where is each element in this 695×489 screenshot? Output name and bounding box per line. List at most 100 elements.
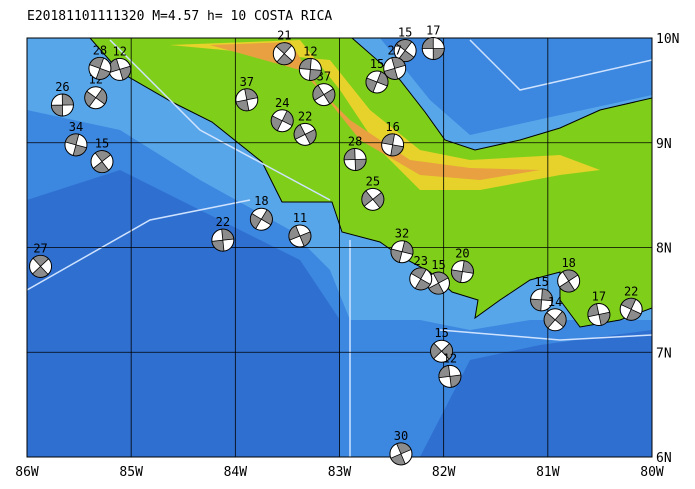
beachball	[343, 148, 367, 172]
beachball	[426, 271, 450, 295]
beachball	[29, 254, 53, 278]
beachball-quadrant	[587, 303, 611, 326]
beachball	[211, 228, 235, 252]
beachball-quadrant	[421, 37, 445, 60]
beachball-quadrant	[543, 310, 567, 329]
beachball	[393, 39, 417, 63]
beachball	[312, 83, 336, 107]
beachball	[587, 303, 611, 327]
depth-label: 24	[275, 96, 289, 110]
beachball-quadrant	[383, 56, 406, 80]
depth-label: 18	[254, 194, 268, 208]
beachball-quadrant	[288, 225, 312, 247]
depth-label: 18	[561, 256, 575, 270]
beachball-quadrant	[275, 42, 294, 66]
beachball-quadrant	[293, 124, 317, 145]
beachball-quadrant	[428, 271, 449, 295]
land	[89, 38, 652, 328]
beachball-quadrant	[89, 57, 111, 80]
depth-label: 28	[93, 43, 107, 57]
beachball	[390, 240, 414, 264]
y-tick-label: 7N	[656, 346, 672, 361]
depth-label: 17	[426, 23, 440, 37]
depth-label: 25	[366, 174, 380, 188]
highland	[170, 40, 600, 190]
beachball	[90, 150, 114, 174]
beachball	[108, 57, 132, 81]
beachball	[543, 308, 567, 332]
depth-label: 14	[548, 295, 562, 309]
depth-label: 30	[394, 429, 408, 443]
beachball-quadrant	[343, 148, 367, 171]
depth-label: 17	[592, 290, 606, 304]
x-tick-label: 82W	[432, 465, 456, 480]
depth-label: 34	[69, 120, 83, 134]
beachball	[421, 36, 445, 60]
beachball	[270, 109, 294, 133]
y-tick-label: 6N	[656, 451, 672, 466]
depth-label: 21	[277, 29, 291, 43]
depth-label: 27	[33, 241, 47, 255]
beachball	[88, 56, 112, 80]
depth-label: 20	[455, 247, 469, 261]
beachball	[383, 56, 407, 80]
beachball-quadrant	[365, 71, 389, 93]
beachball-quadrant	[235, 88, 259, 112]
beachball	[438, 364, 462, 388]
depth-label: 15	[370, 57, 384, 71]
beachball-quadrant	[530, 288, 553, 312]
beachball-quadrant	[51, 93, 74, 117]
beachball-quadrant	[390, 240, 414, 263]
beachball-quadrant	[451, 260, 474, 283]
y-tick-label: 10N	[656, 32, 679, 47]
title: E20181101111320 M=4.57 h= 10 COSTA RICA	[27, 9, 332, 24]
beachball-quadrant	[298, 58, 322, 81]
depth-label: 22	[216, 215, 230, 229]
beachball	[530, 288, 554, 312]
beachball-quadrant	[84, 88, 108, 108]
depth-label: 23	[414, 254, 428, 268]
depth-label: 11	[293, 211, 307, 225]
beachball-quadrant	[250, 209, 273, 230]
beachball-quadrant	[361, 190, 385, 209]
beachball	[235, 88, 259, 112]
beachball-quadrant	[312, 84, 336, 105]
beachball-quadrant	[390, 442, 412, 466]
beachball	[619, 297, 643, 321]
beachball	[288, 224, 312, 248]
beachball	[84, 86, 108, 110]
beachball	[450, 260, 474, 284]
beachball-quadrant	[558, 269, 579, 293]
y-tick-label: 9N	[656, 137, 672, 152]
beachball	[361, 187, 385, 211]
beachball	[293, 122, 317, 146]
depth-label: 16	[385, 120, 399, 134]
contour	[27, 39, 652, 457]
depth-label: 12	[303, 44, 317, 58]
beachball	[389, 442, 413, 466]
depth-label: 32	[395, 227, 409, 241]
beachball-quadrant	[410, 267, 431, 291]
y-tick-label: 8N	[656, 242, 672, 257]
beachball-quadrant	[211, 228, 235, 252]
depth-label: 28	[348, 135, 362, 149]
beachball-quadrant	[270, 110, 294, 132]
beachball-quadrant	[92, 150, 112, 174]
depth-label: 15	[431, 258, 445, 272]
depth-label: 12	[112, 44, 126, 58]
beachball	[381, 133, 405, 157]
x-tick-label: 84W	[224, 465, 248, 480]
depth-label: 37	[240, 75, 254, 89]
beachball	[430, 339, 454, 363]
x-tick-label: 85W	[119, 465, 143, 480]
beachball	[365, 70, 389, 94]
frame	[26, 37, 653, 458]
x-tick-label: 83W	[328, 465, 352, 480]
beachball-quadrant	[430, 342, 453, 360]
beachball-quadrant	[438, 364, 462, 388]
beachball-quadrant	[64, 133, 88, 157]
depth-label: 22	[624, 284, 638, 298]
depth-label: 12	[443, 351, 457, 365]
beachball	[557, 269, 581, 293]
